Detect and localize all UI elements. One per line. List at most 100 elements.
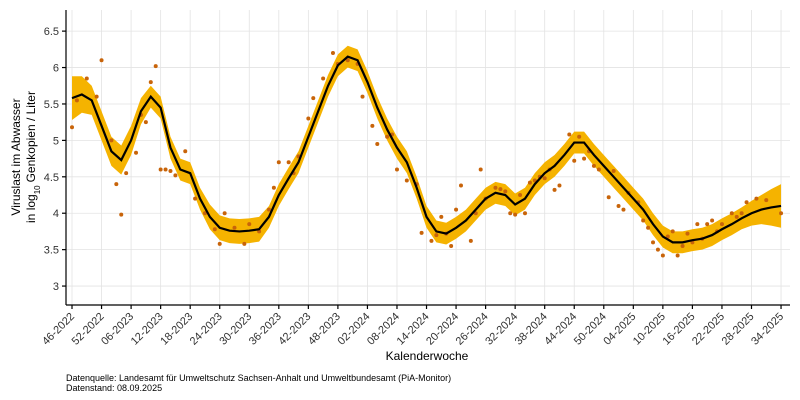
data-point	[449, 244, 454, 248]
data-point	[114, 182, 119, 187]
data-point	[266, 207, 271, 212]
data-point	[527, 180, 532, 185]
data-point	[385, 134, 390, 139]
data-point	[84, 76, 89, 81]
data-point	[394, 167, 399, 172]
data-point	[513, 212, 518, 217]
data-point	[454, 207, 459, 212]
y-axis-title-part: Genkopien / Liter	[24, 91, 38, 182]
data-point	[503, 189, 508, 194]
y-tick-label: 4.5	[44, 172, 59, 184]
plot-area	[70, 45, 784, 258]
data-point	[370, 123, 375, 128]
data-point	[695, 222, 700, 227]
y-axis-title-part: in log	[24, 194, 38, 223]
data-point	[212, 227, 217, 232]
data-point	[124, 171, 129, 176]
data-point	[429, 238, 434, 243]
y-tick-label: 5.5	[44, 99, 59, 111]
data-point	[660, 253, 665, 258]
data-point	[468, 238, 473, 243]
data-point	[242, 241, 247, 246]
data-point	[183, 149, 188, 154]
y-tick-label: 3.5	[44, 245, 59, 257]
data-point	[522, 211, 527, 216]
data-point	[193, 196, 198, 201]
data-point	[168, 168, 173, 173]
data-point	[591, 163, 596, 168]
data-point	[271, 185, 276, 190]
data-point	[173, 173, 178, 178]
data-point	[321, 76, 326, 81]
data-point	[646, 225, 651, 230]
data-point	[202, 211, 207, 216]
data-point	[764, 198, 769, 203]
data-point	[148, 80, 153, 85]
data-point	[286, 160, 291, 165]
data-point	[276, 160, 281, 165]
data-point	[508, 211, 513, 216]
data-point	[439, 214, 444, 219]
data-point	[153, 64, 158, 69]
data-point	[306, 116, 311, 121]
data-point	[518, 193, 523, 198]
data-point	[419, 230, 424, 235]
data-point	[552, 187, 557, 192]
data-point	[498, 187, 503, 192]
data-point	[222, 211, 227, 216]
data-point	[734, 214, 739, 219]
data-point	[360, 94, 365, 99]
data-point	[572, 158, 577, 163]
data-point	[493, 185, 498, 190]
y-axis-title: in log10 Genkopien / Liter	[24, 91, 42, 223]
y-tick-label: 6.5	[44, 26, 59, 38]
data-point	[606, 195, 611, 200]
data-point	[404, 178, 409, 183]
y-tick-label: 6	[53, 63, 59, 75]
data-point	[710, 218, 715, 223]
data-point	[670, 229, 675, 234]
confidence-band	[72, 45, 782, 254]
x-axis-title: Kalenderwoche	[386, 349, 469, 363]
y-tick-label: 4	[53, 208, 59, 220]
data-point	[675, 253, 680, 258]
data-point	[74, 98, 79, 103]
data-point	[99, 58, 104, 63]
data-point	[665, 234, 670, 239]
data-point	[345, 58, 350, 63]
y-tick-label: 5	[53, 135, 59, 147]
data-point	[611, 168, 616, 173]
footer-source: Datenquelle: Landesamt für Umweltschutz …	[66, 373, 451, 383]
data-point	[705, 222, 710, 227]
data-point	[685, 231, 690, 236]
data-point	[744, 200, 749, 205]
y-axis-title: Viruslast im Abwasser	[9, 98, 23, 215]
data-point	[582, 156, 587, 161]
data-point	[109, 138, 114, 143]
data-point	[375, 142, 380, 147]
data-point	[641, 218, 646, 223]
data-point	[330, 50, 335, 55]
data-point	[651, 240, 656, 245]
data-point	[232, 225, 237, 230]
data-point	[143, 120, 148, 125]
data-point	[616, 203, 621, 208]
data-point	[719, 222, 724, 227]
trend-line	[71, 55, 782, 244]
y-axis-title-sub: 10	[33, 185, 42, 194]
data-point	[754, 196, 759, 201]
data-point	[158, 167, 163, 172]
data-point	[596, 167, 601, 172]
data-point	[655, 247, 660, 252]
data-point	[729, 211, 734, 216]
data-point	[577, 134, 582, 139]
data-point	[311, 96, 316, 101]
x-tick-label: 34-2025	[749, 311, 786, 348]
data-point	[434, 233, 439, 238]
data-point	[247, 222, 252, 227]
data-point	[134, 150, 139, 155]
data-point	[217, 241, 222, 246]
data-point	[557, 183, 562, 188]
data-point	[163, 167, 168, 172]
